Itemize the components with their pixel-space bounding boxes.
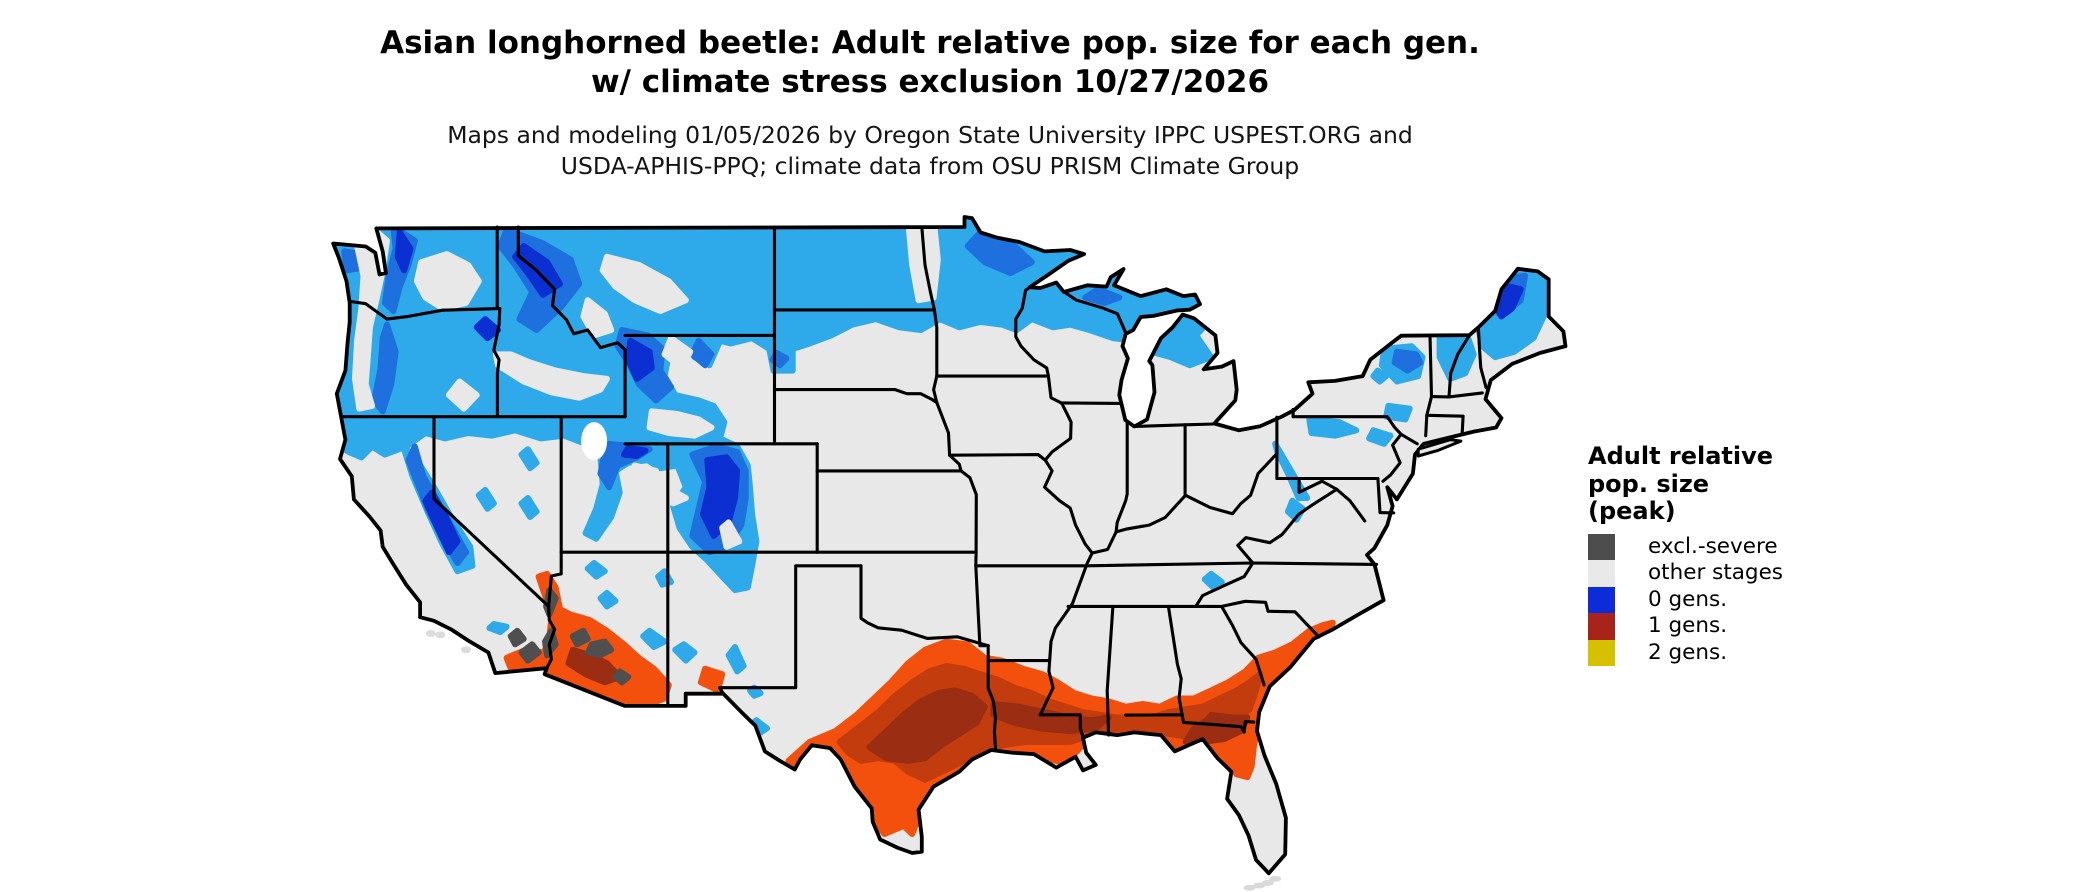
zone-red_dark	[866, 687, 988, 764]
zone-cyan	[475, 486, 497, 512]
long-island	[1416, 438, 1463, 458]
legend-title: Adult relative pop. size (peak)	[1588, 442, 1888, 526]
zone-cyan	[1383, 402, 1413, 423]
legend-item-1-gens-: 1 gens.	[1588, 613, 1888, 640]
zone-blue_mid	[1391, 348, 1424, 374]
legend-item-other-stages: other stages	[1588, 560, 1888, 587]
zone-orange	[697, 665, 726, 694]
map-title: Asian longhorned beetle: Adult relative …	[0, 24, 1860, 102]
zone-land	[413, 251, 482, 312]
florida-keys-island	[1253, 882, 1266, 889]
florida-keys-island	[1243, 884, 1256, 891]
channel-island	[425, 630, 436, 637]
channel-island	[461, 646, 472, 654]
map-overlays	[333, 217, 1550, 837]
zone-cyan	[1201, 570, 1225, 591]
zone-severe_gray	[518, 641, 542, 664]
legend: Adult relative pop. size (peak) excl.-se…	[1588, 442, 1888, 666]
zone-blue_mid	[1082, 286, 1123, 306]
zone-cyan	[640, 627, 668, 650]
zone-land	[719, 519, 743, 550]
zone-cyan	[584, 560, 608, 580]
zone-land	[625, 462, 659, 485]
legend-swatch	[1588, 586, 1615, 613]
zone-blue_mid	[964, 226, 1035, 277]
legend-swatch	[1588, 560, 1615, 587]
legend-title-line2: pop. size	[1588, 469, 1710, 498]
legend-item-0-gens-: 0 gens.	[1588, 586, 1888, 613]
channel-island	[435, 631, 446, 639]
legend-swatch	[1588, 639, 1615, 666]
legend-swatch	[1588, 613, 1615, 640]
zone-blue_dark	[625, 337, 655, 382]
legend-swatch	[1588, 533, 1615, 560]
zone-blue_dark	[473, 316, 501, 342]
zone-blue_mid	[371, 321, 399, 415]
zone-land	[646, 408, 715, 439]
legend-item-label: 0 gens.	[1648, 586, 1728, 612]
zone-cyan	[747, 684, 764, 699]
zone-cyan	[1370, 367, 1390, 385]
zone-cyan	[672, 641, 698, 664]
zone-cyan	[1366, 427, 1394, 447]
zone-severe_gray	[612, 668, 632, 686]
zone-blue_dark	[422, 489, 461, 556]
zone-land	[445, 378, 480, 412]
zone-cyan	[1306, 416, 1360, 439]
zone-land	[668, 486, 689, 507]
zone-cyan	[518, 495, 540, 520]
zone-cyan	[597, 589, 619, 610]
zone-severe_gray	[507, 627, 527, 648]
florida-keys-island	[1269, 875, 1282, 882]
florida-keys-island	[1261, 879, 1274, 886]
zone-cyan	[1272, 440, 1311, 501]
zone-blue_dark	[1492, 283, 1524, 320]
zone-cyan	[486, 621, 510, 636]
map-subtitle-line1: Maps and modeling 01/05/2026 by Oregon S…	[447, 121, 1413, 149]
legend-item-2-gens-: 2 gens.	[1588, 639, 1888, 666]
zone-land	[580, 297, 615, 339]
map-subtitle-line2: USDA-APHIS-PPQ; climate data from OSU PR…	[560, 152, 1300, 180]
legend-title-line1: Adult relative	[1588, 442, 1774, 470]
great-salt-lake	[581, 422, 608, 461]
map-title-line2: w/ climate stress exclusion 10/27/2026	[590, 64, 1270, 100]
state-borders	[339, 225, 1488, 751]
map-subtitle: Maps and modeling 01/05/2026 by Oregon S…	[0, 120, 1860, 182]
legend-item-label: 1 gens.	[1648, 613, 1728, 639]
legend-title-line3: (peak)	[1588, 497, 1676, 525]
legend-item-label: excl.-severe	[1648, 533, 1778, 559]
zone-severe_gray	[569, 627, 591, 648]
legend-item-excl-severe: excl.-severe	[1588, 533, 1888, 560]
legend-item-label: 2 gens.	[1648, 639, 1728, 665]
legend-item-label: other stages	[1648, 560, 1783, 586]
zone-land	[599, 253, 689, 314]
map-title-line1: Asian longhorned beetle: Adult relative …	[380, 25, 1480, 61]
zone-severe_gray	[584, 638, 615, 659]
zone-blue_dark	[621, 444, 649, 459]
zone-blue_mid	[689, 337, 715, 369]
zone-land	[661, 335, 694, 371]
zone-land	[492, 351, 610, 401]
legend-items: excl.-severe other stages 0 gens. 1 gens. 2 …	[1588, 533, 1888, 666]
conus-outline	[331, 215, 1568, 876]
zone-cyan	[725, 644, 747, 675]
zone-blue_dark	[394, 229, 414, 274]
zone-cyan	[518, 446, 540, 472]
